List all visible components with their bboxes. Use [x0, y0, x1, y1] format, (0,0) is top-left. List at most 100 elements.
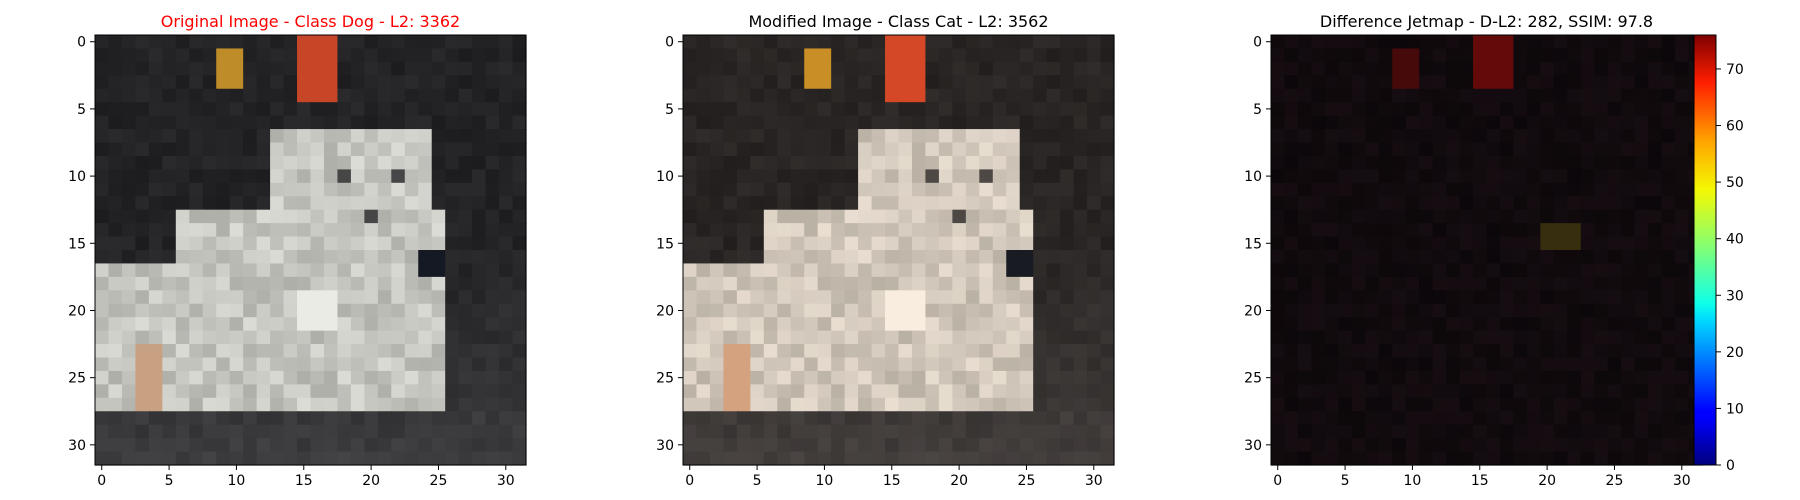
- pixel: [1500, 358, 1514, 372]
- pixel: [486, 384, 500, 398]
- pixel: [1325, 35, 1339, 49]
- pixel: [1338, 331, 1352, 345]
- pixel: [1419, 277, 1433, 291]
- pixel: [1271, 48, 1285, 62]
- pixel: [804, 156, 818, 170]
- pixel: [1662, 290, 1676, 304]
- pixel: [939, 438, 953, 452]
- pixel: [162, 35, 176, 49]
- pixel: [391, 425, 405, 439]
- pixel: [243, 62, 257, 76]
- pixel: [1446, 237, 1460, 251]
- pixel: [1419, 89, 1433, 103]
- pixel: [459, 116, 473, 130]
- pixel: [939, 143, 953, 157]
- pixel: [899, 35, 913, 49]
- pixel: [1020, 344, 1034, 358]
- pixel: [122, 129, 136, 143]
- pixel: [1338, 223, 1352, 237]
- pixel: [683, 237, 697, 251]
- pixel: [203, 116, 217, 130]
- pixel: [777, 210, 791, 224]
- pixel: [966, 304, 980, 318]
- pixel: [1567, 263, 1581, 277]
- pixel: [337, 35, 351, 49]
- pixel: [723, 169, 737, 183]
- pixel: [499, 277, 513, 291]
- pixel: [1500, 263, 1514, 277]
- pixel: [966, 438, 980, 452]
- pixel: [1662, 116, 1676, 130]
- pixel: [764, 143, 778, 157]
- pixel: [364, 411, 378, 425]
- colorbar-tick-label: 40: [1726, 232, 1744, 248]
- pixel: [872, 143, 886, 157]
- pixel: [1419, 75, 1433, 89]
- pixel: [791, 143, 805, 157]
- pixel: [1284, 331, 1298, 345]
- pixel: [912, 48, 926, 62]
- pixel: [1594, 183, 1608, 197]
- pixel: [737, 35, 751, 49]
- pixel: [737, 358, 751, 372]
- x-tick-label: 5: [165, 473, 174, 489]
- pixel: [311, 116, 325, 130]
- pixel: [405, 438, 419, 452]
- pixel: [364, 304, 378, 318]
- pixel: [952, 62, 966, 76]
- pixel: [1087, 35, 1101, 49]
- pixel: [1365, 129, 1379, 143]
- pixel: [1298, 156, 1312, 170]
- pixel: [1513, 210, 1527, 224]
- pixel: [1284, 317, 1298, 331]
- pixel: [176, 411, 190, 425]
- pixel: [257, 62, 271, 76]
- pixel: [297, 250, 311, 264]
- pixel: [257, 48, 271, 62]
- y-tick-label: 10: [68, 169, 86, 185]
- pixel: [486, 89, 500, 103]
- pixel: [1419, 223, 1433, 237]
- pixel: [1513, 398, 1527, 412]
- pixel: [858, 169, 872, 183]
- pixel: [95, 129, 109, 143]
- pixel: [1608, 89, 1622, 103]
- pixel: [418, 35, 432, 49]
- pixel: [1379, 250, 1393, 264]
- pixel: [1675, 411, 1689, 425]
- pixel: [1352, 62, 1366, 76]
- pixel: [162, 317, 176, 331]
- pixel: [405, 344, 419, 358]
- y-tick-label: 10: [1244, 169, 1262, 185]
- pixel: [1325, 452, 1339, 466]
- pixel: [459, 384, 473, 398]
- pixel: [216, 304, 230, 318]
- pixel: [513, 102, 527, 116]
- pixel: [1487, 438, 1501, 452]
- pixel: [845, 317, 859, 331]
- pixel: [243, 250, 257, 264]
- pixel: [764, 384, 778, 398]
- pixel: [297, 384, 311, 398]
- pixel: [1006, 75, 1020, 89]
- pixel: [1060, 358, 1074, 372]
- pixel: [216, 277, 230, 291]
- pixel: [499, 62, 513, 76]
- pixel: [445, 237, 459, 251]
- pixel: [135, 331, 149, 345]
- pixel: [297, 331, 311, 345]
- pixel: [378, 89, 392, 103]
- pixel: [777, 75, 791, 89]
- pixel: [764, 317, 778, 331]
- pixel: [696, 331, 710, 345]
- pixel: [1284, 290, 1298, 304]
- pixel: [284, 425, 298, 439]
- pixel: [1621, 438, 1635, 452]
- pixel: [1594, 62, 1608, 76]
- pixel: [108, 425, 122, 439]
- pixel: [1554, 156, 1568, 170]
- pixel: [176, 317, 190, 331]
- pixel: [966, 156, 980, 170]
- pixel: [1662, 210, 1676, 224]
- pixel: [791, 210, 805, 224]
